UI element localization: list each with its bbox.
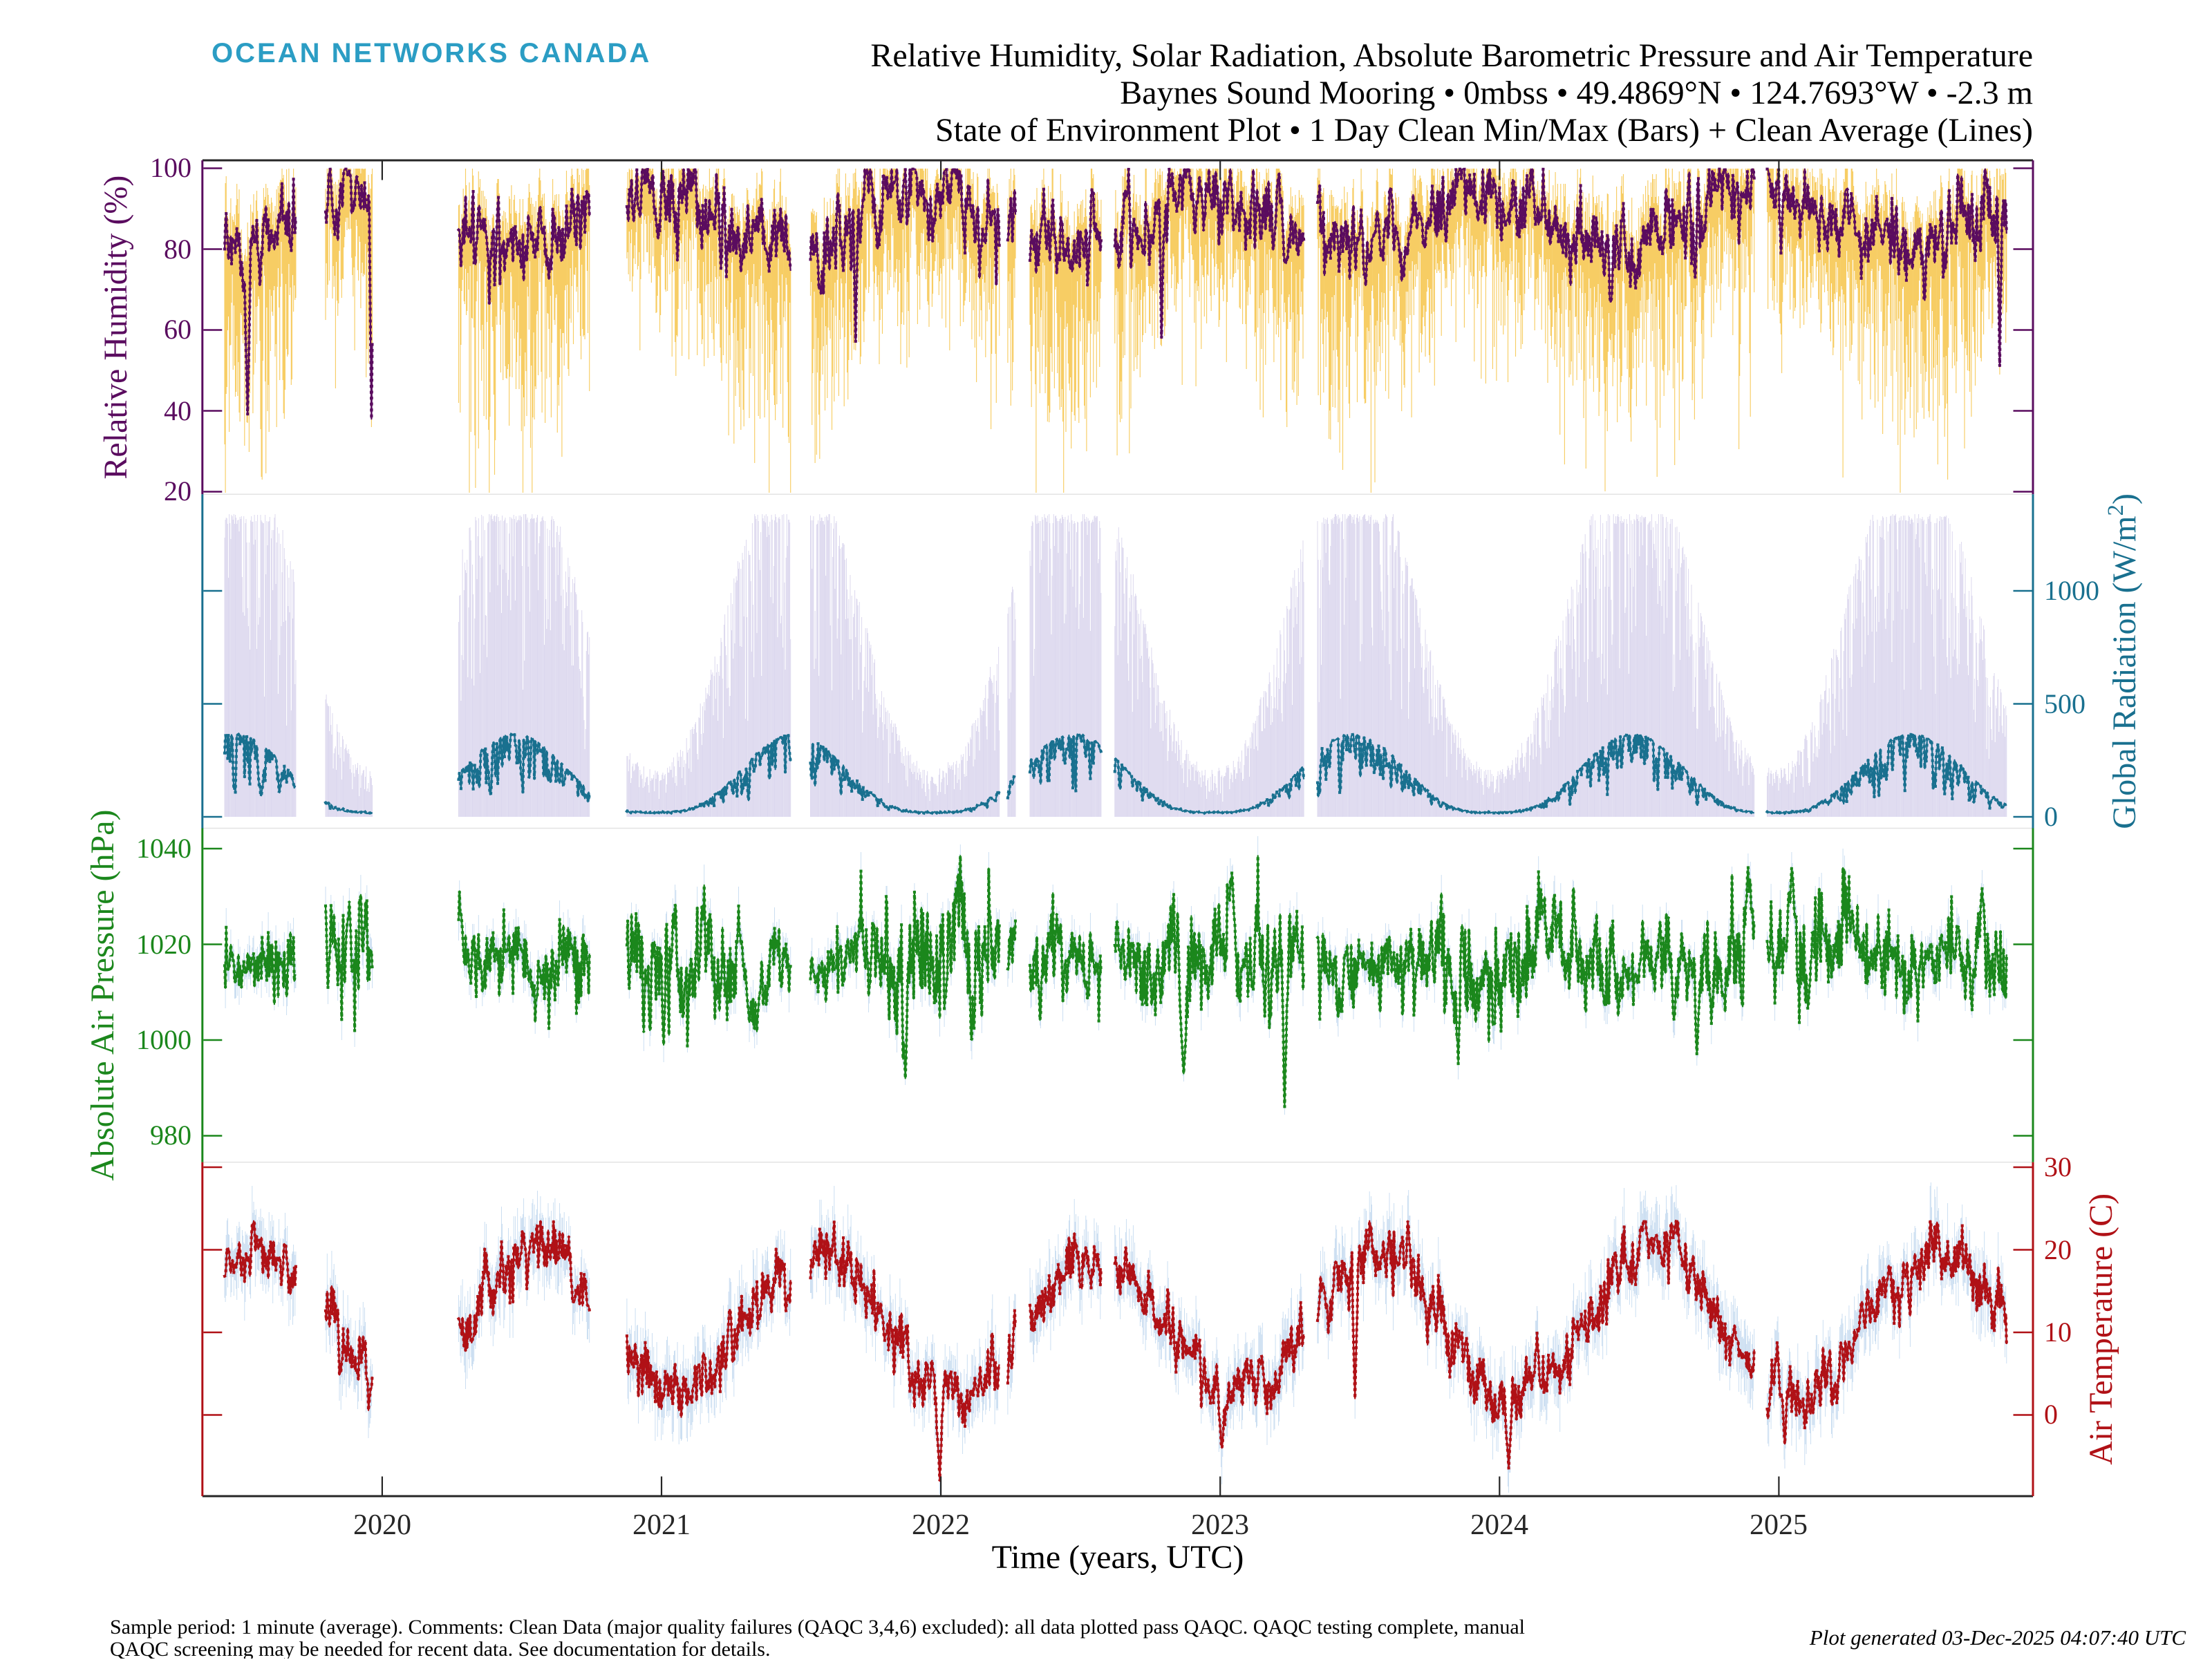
svg-text:2023: 2023 [1191, 1509, 1249, 1541]
svg-text:40: 40 [164, 395, 191, 426]
svg-text:80: 80 [164, 234, 191, 265]
svg-text:State of Environment Plot • 1: State of Environment Plot • 1 Day Clean … [935, 112, 2033, 149]
svg-text:Global Radiation (W/m2): Global Radiation (W/m2) [2103, 493, 2143, 829]
svg-text:Plot generated 03-Dec-2025 04:: Plot generated 03-Dec-2025 04:07:40 UTC [1809, 1625, 2186, 1650]
svg-text:2020: 2020 [353, 1509, 411, 1541]
svg-text:100: 100 [150, 152, 191, 183]
svg-text:Absolute Air Pressure (hPa): Absolute Air Pressure (hPa) [84, 809, 121, 1180]
svg-text:Baynes Sound Mooring • 0mbss •: Baynes Sound Mooring • 0mbss • 49.4869°N… [1120, 75, 2033, 111]
svg-text:QAQC screening may be needed f: QAQC screening may be needed for recent … [110, 1638, 770, 1659]
svg-text:Sample period: 1 minute (avera: Sample period: 1 minute (average). Comme… [110, 1616, 1525, 1639]
svg-text:Air Temperature (C): Air Temperature (C) [2083, 1193, 2119, 1465]
svg-text:0: 0 [2044, 1399, 2058, 1430]
svg-text:OCEAN NETWORKS CANADA: OCEAN NETWORKS CANADA [212, 38, 651, 68]
svg-text:20: 20 [2044, 1234, 2072, 1265]
svg-text:1020: 1020 [136, 929, 191, 960]
svg-text:0: 0 [2044, 801, 2058, 832]
svg-text:1000: 1000 [2044, 575, 2099, 606]
svg-text:2022: 2022 [912, 1509, 970, 1541]
svg-text:Relative Humidity, Solar Radia: Relative Humidity, Solar Radiation, Abso… [870, 37, 2033, 74]
svg-text:20: 20 [164, 475, 191, 507]
svg-text:500: 500 [2044, 688, 2086, 719]
svg-text:Time (years, UTC): Time (years, UTC) [992, 1539, 1244, 1576]
svg-text:2021: 2021 [632, 1509, 691, 1541]
svg-text:10: 10 [2044, 1316, 2072, 1348]
svg-text:2025: 2025 [1750, 1509, 1808, 1541]
svg-text:Relative Humidity (%): Relative Humidity (%) [97, 176, 134, 480]
svg-text:1040: 1040 [136, 833, 191, 864]
svg-text:30: 30 [2044, 1151, 2072, 1182]
svg-text:60: 60 [164, 314, 191, 345]
svg-text:980: 980 [150, 1120, 191, 1151]
svg-text:1000: 1000 [136, 1024, 191, 1055]
svg-text:2024: 2024 [1470, 1509, 1528, 1541]
